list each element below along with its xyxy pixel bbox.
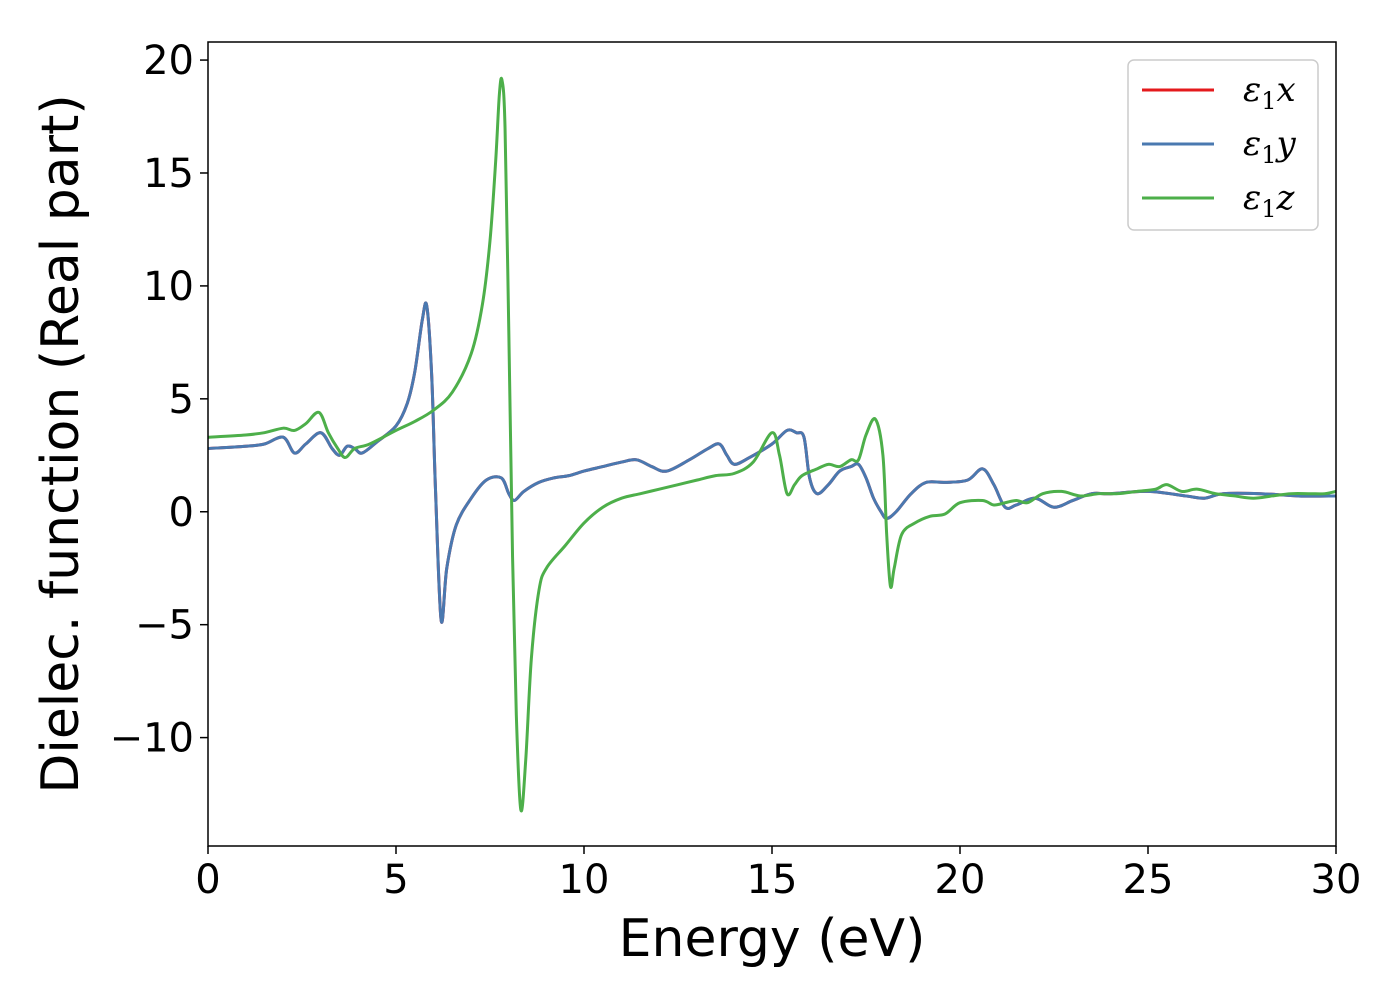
legend: ε1x ε1y ε1z [1127, 59, 1319, 231]
y-tick-label: −10 [110, 716, 194, 762]
legend-label-3: ε1z [1243, 178, 1296, 223]
legend-label-1: ε1x [1243, 70, 1296, 115]
x-axis: 0 5 10 15 20 25 30 [195, 846, 1361, 903]
series-line-2 [208, 301, 1336, 624]
y-axis-label: Dielec. function (Real part) [31, 94, 91, 793]
y-axis: −10 −5 0 5 10 15 20 [110, 38, 208, 762]
y-tick-label: 10 [143, 264, 194, 310]
y-tick-label: 5 [169, 377, 194, 423]
x-tick-label: 0 [195, 857, 220, 903]
x-tick-label: 20 [935, 857, 986, 903]
y-tick-label: 15 [143, 151, 194, 197]
series-line-3 [208, 76, 1336, 813]
y-tick-label: 0 [169, 490, 194, 536]
x-tick-label: 25 [1123, 857, 1174, 903]
legend-label-2: ε1y [1243, 124, 1297, 169]
x-tick-label: 5 [383, 857, 408, 903]
x-tick-label: 30 [1311, 857, 1362, 903]
series-layer [208, 76, 1336, 813]
x-axis-label: Energy (eV) [619, 909, 926, 969]
x-tick-label: 15 [747, 857, 798, 903]
legend-frame [1127, 59, 1319, 231]
y-tick-label: 20 [143, 38, 194, 84]
y-tick-label: −5 [135, 603, 194, 649]
x-tick-label: 10 [559, 857, 610, 903]
